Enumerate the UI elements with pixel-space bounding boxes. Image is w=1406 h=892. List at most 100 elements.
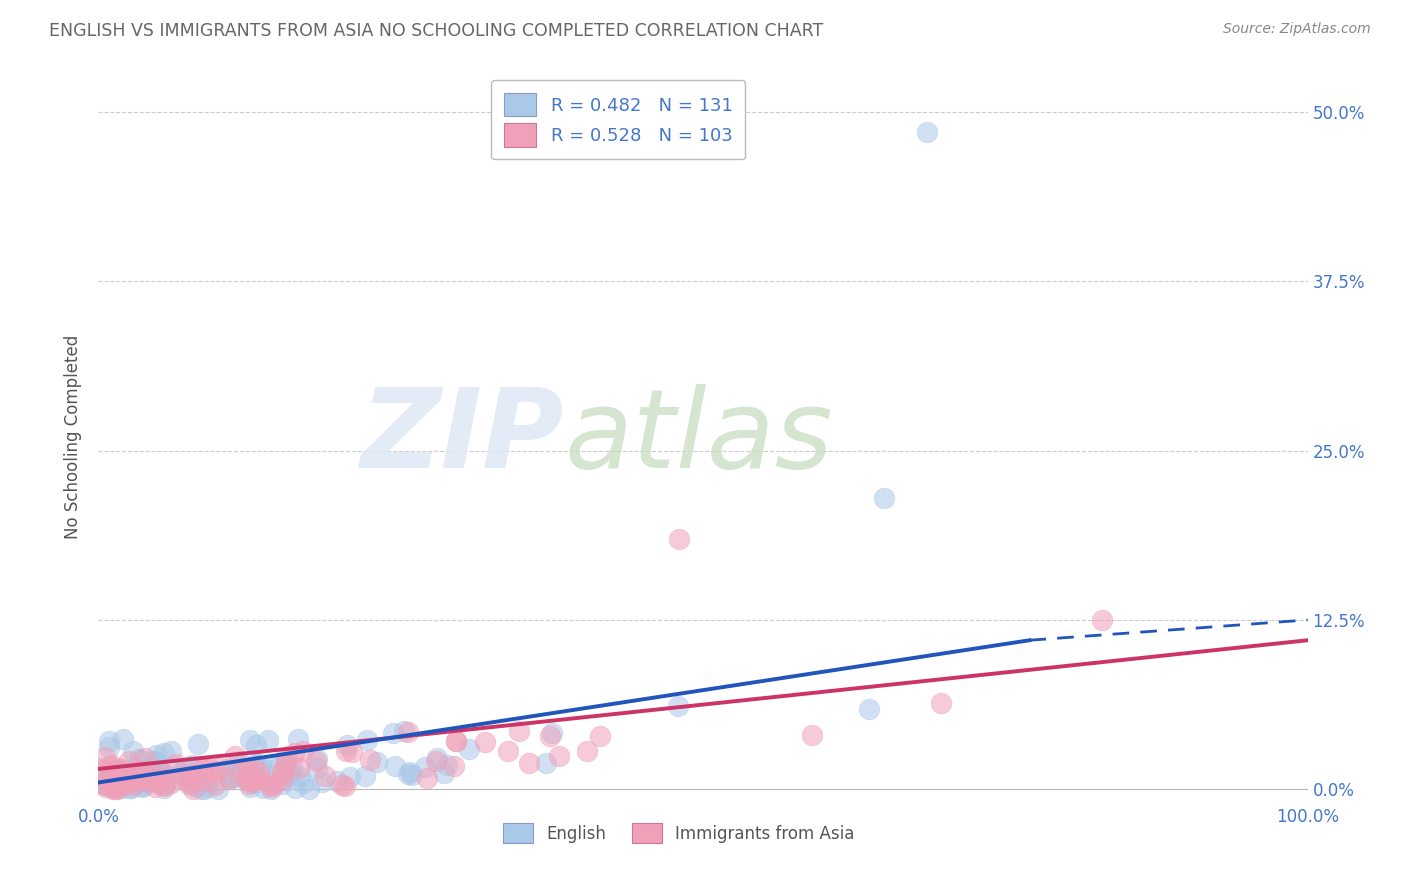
Point: [193, 767, 215, 781]
Point: [132, 766, 155, 780]
Point: [298, 781, 321, 796]
Point: [207, 781, 229, 796]
Point: [128, 767, 150, 781]
Point: [208, 761, 231, 775]
Point: [396, 767, 419, 781]
Point: [177, 777, 200, 791]
Point: [801, 728, 824, 742]
Point: [152, 766, 174, 780]
Point: [266, 775, 288, 789]
Point: [187, 779, 209, 793]
Point: [335, 779, 357, 793]
Point: [128, 752, 150, 766]
Point: [218, 772, 240, 787]
Point: [249, 772, 271, 787]
Point: [228, 769, 250, 783]
Point: [112, 732, 135, 747]
Point: [588, 729, 610, 743]
Text: atlas: atlas: [564, 384, 832, 491]
Point: [127, 764, 149, 779]
Point: [183, 780, 205, 794]
Point: [139, 768, 162, 782]
Point: [94, 771, 117, 785]
Point: [236, 764, 259, 778]
Point: [125, 769, 148, 783]
Point: [252, 780, 274, 795]
Point: [114, 778, 136, 792]
Point: [105, 762, 128, 776]
Point: [138, 766, 160, 780]
Point: [134, 774, 156, 789]
Point: [165, 772, 187, 786]
Point: [117, 768, 139, 782]
Point: [135, 774, 157, 789]
Point: [165, 756, 187, 771]
Point: [173, 769, 195, 783]
Point: [396, 724, 419, 739]
Point: [290, 770, 312, 784]
Point: [153, 746, 176, 760]
Point: [326, 773, 349, 788]
Point: [96, 780, 118, 794]
Point: [98, 767, 121, 781]
Point: [180, 768, 202, 782]
Point: [114, 774, 136, 789]
Point: [97, 774, 120, 789]
Point: [668, 532, 690, 546]
Point: [426, 750, 449, 764]
Point: [239, 732, 262, 747]
Point: [314, 769, 336, 783]
Point: [187, 737, 209, 751]
Point: [873, 491, 896, 505]
Point: [304, 755, 326, 769]
Point: [179, 767, 201, 781]
Text: ZIP: ZIP: [360, 384, 564, 491]
Point: [124, 778, 146, 792]
Point: [148, 758, 170, 772]
Point: [292, 744, 315, 758]
Point: [540, 726, 562, 740]
Point: [131, 773, 153, 788]
Point: [215, 762, 238, 776]
Point: [228, 754, 250, 768]
Point: [131, 780, 153, 794]
Point: [283, 746, 305, 760]
Point: [98, 740, 121, 755]
Point: [114, 771, 136, 785]
Point: [115, 775, 138, 789]
Point: [458, 741, 481, 756]
Point: [124, 772, 146, 786]
Point: [666, 699, 689, 714]
Point: [929, 696, 952, 710]
Point: [354, 769, 377, 783]
Point: [135, 775, 157, 789]
Point: [239, 773, 262, 788]
Point: [180, 758, 202, 772]
Point: [128, 753, 150, 767]
Point: [443, 759, 465, 773]
Point: [242, 775, 264, 789]
Point: [143, 780, 166, 794]
Point: [104, 776, 127, 790]
Point: [266, 757, 288, 772]
Point: [107, 776, 129, 790]
Text: ENGLISH VS IMMIGRANTS FROM ASIA NO SCHOOLING COMPLETED CORRELATION CHART: ENGLISH VS IMMIGRANTS FROM ASIA NO SCHOO…: [49, 22, 824, 40]
Point: [245, 757, 267, 772]
Point: [292, 776, 315, 790]
Point: [94, 750, 117, 764]
Point: [153, 780, 176, 795]
Point: [274, 749, 297, 764]
Point: [139, 772, 162, 786]
Point: [335, 743, 357, 757]
Point: [915, 125, 938, 139]
Point: [219, 772, 242, 786]
Point: [118, 754, 141, 768]
Point: [143, 773, 166, 788]
Point: [195, 773, 218, 788]
Point: [269, 759, 291, 773]
Text: Source: ZipAtlas.com: Source: ZipAtlas.com: [1223, 22, 1371, 37]
Y-axis label: No Schooling Completed: No Schooling Completed: [65, 335, 83, 539]
Point: [90, 761, 112, 775]
Point: [498, 743, 520, 757]
Point: [384, 758, 406, 772]
